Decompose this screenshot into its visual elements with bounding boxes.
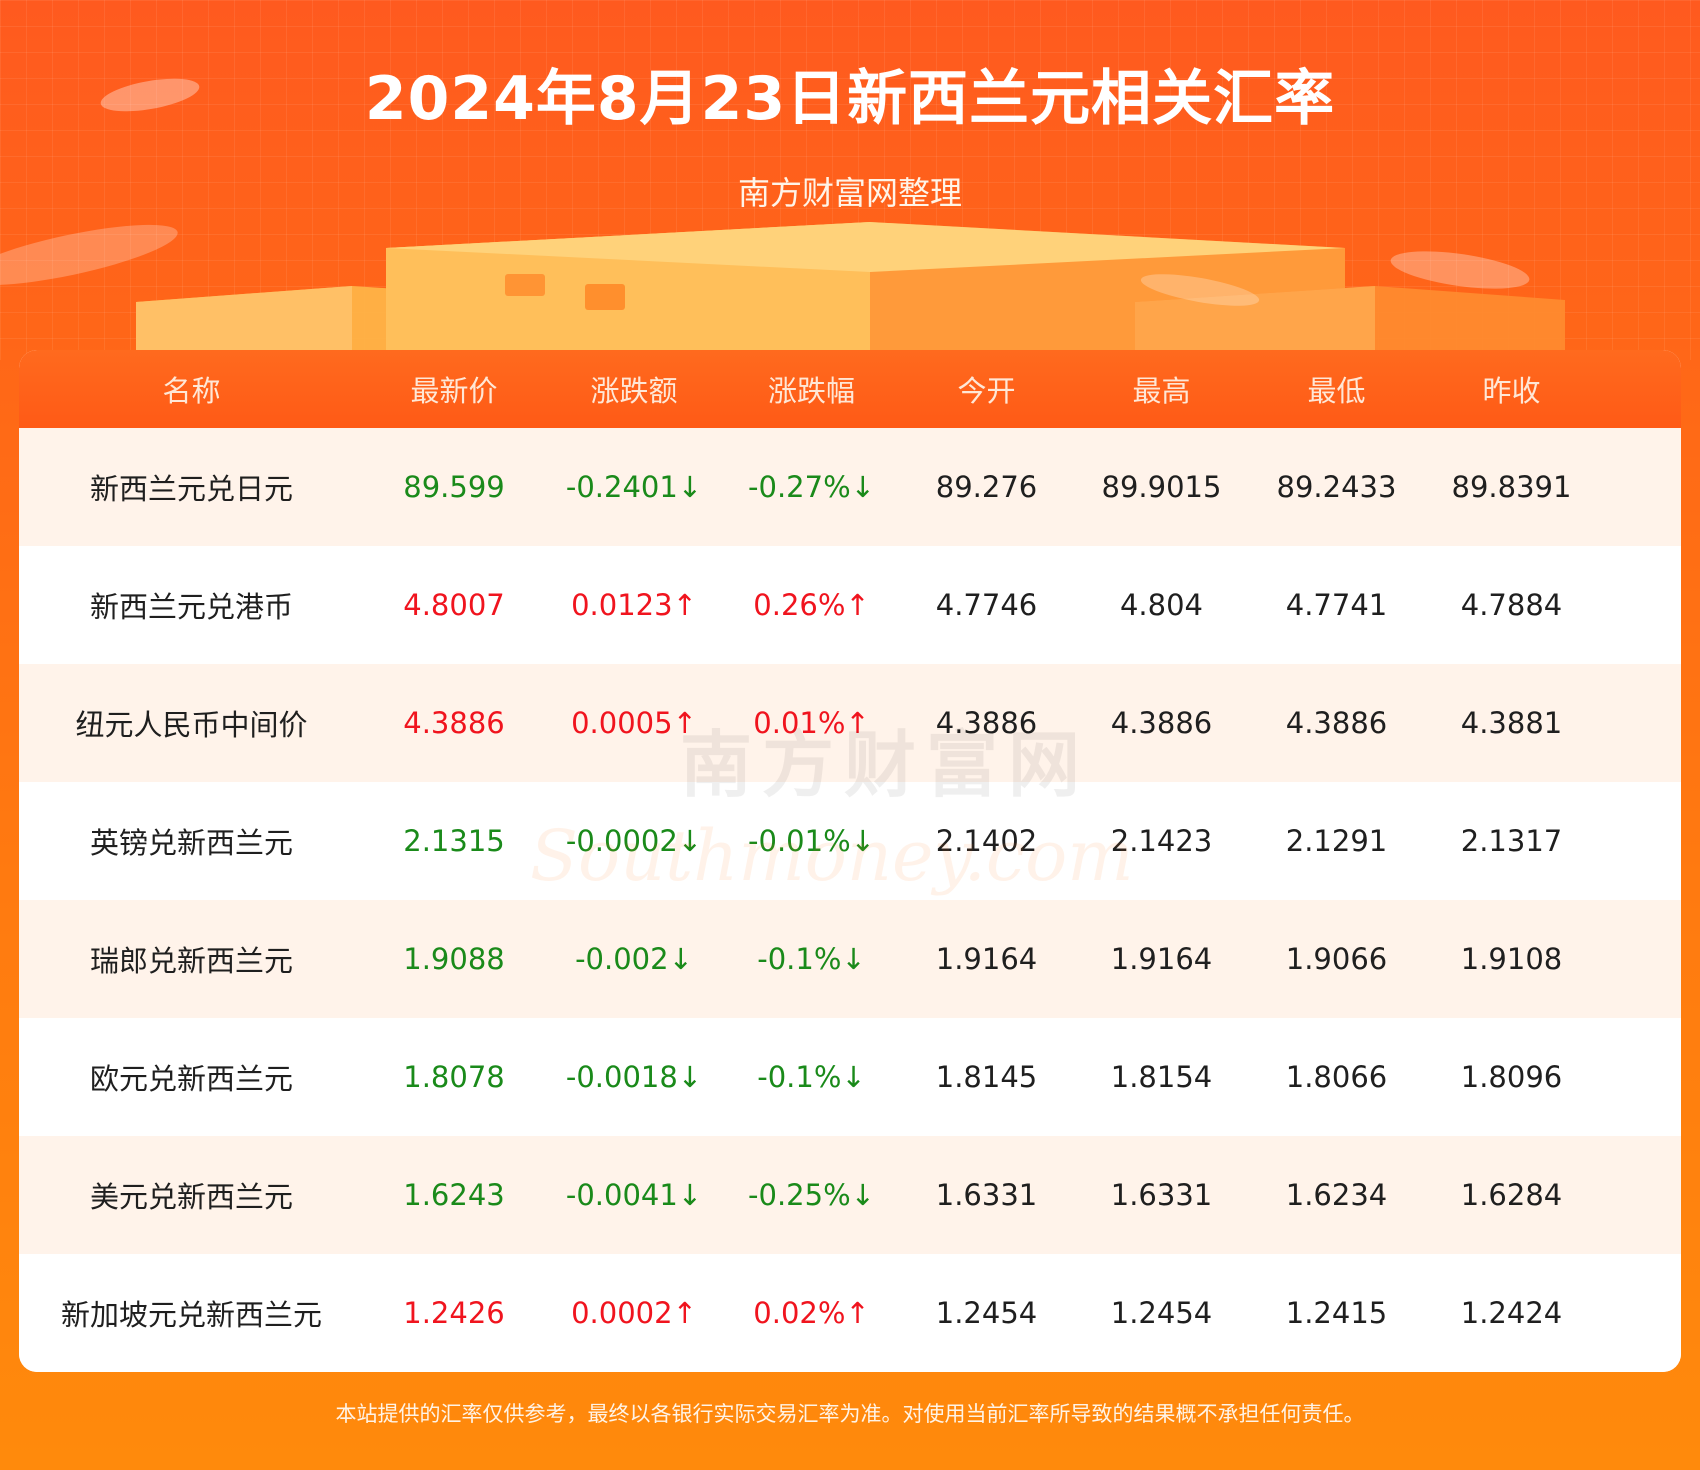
- row-prev: 2.1317: [1460, 824, 1563, 858]
- row-pct: -0.25%↓: [748, 1178, 875, 1212]
- table-row: 美元兑新西兰元 1.6243 -0.0041↓ -0.25%↓ 1.6331 1.6331…: [19, 1136, 1681, 1254]
- rates-table: 名称 最新价 涨跌额 涨跌幅 今开 最高 最低 昨收 新西兰元兑日元 89.599…: [19, 350, 1681, 1372]
- row-high: 4.804: [1119, 588, 1204, 622]
- column-header-high: 最高: [1132, 374, 1191, 408]
- row-prev: 4.7884: [1460, 588, 1563, 622]
- row-name: 新西兰元兑日元: [89, 472, 293, 506]
- row-latest: 1.9088: [403, 942, 505, 976]
- row-pct: -0.01%↓: [748, 824, 875, 858]
- row-change: -0.0018↓: [565, 1060, 703, 1094]
- table-row: 新加坡元兑新西兰元 1.2426 0.0002↑ 0.02%↑ 1.2454 1.2454…: [19, 1254, 1681, 1372]
- row-open: 2.1402: [935, 824, 1038, 858]
- row-open: 4.7746: [935, 588, 1038, 622]
- row-open: 1.9164: [935, 942, 1038, 976]
- row-prev: 1.2424: [1460, 1296, 1563, 1330]
- table-row: 新西兰元兑港币 4.8007 0.0123↑ 0.26%↑ 4.7746 4.804 4.7…: [19, 546, 1681, 664]
- row-name: 瑞郎兑新西兰元: [89, 944, 293, 978]
- row-open: 89.276: [935, 470, 1038, 504]
- column-header-pct: 涨跌幅: [767, 374, 855, 408]
- column-header-name: 名称: [162, 374, 221, 408]
- row-high: 2.1423: [1110, 824, 1213, 858]
- row-latest: 89.599: [403, 470, 505, 504]
- table-row: 新西兰元兑日元 89.599 -0.2401↓ -0.27%↓ 89.276 89.901…: [19, 428, 1681, 546]
- row-high: 1.8154: [1110, 1060, 1213, 1094]
- disclaimer-footer: 本站提供的汇率仅供参考，最终以各银行实际交易汇率为准。对使用当前汇率所导致的结果…: [335, 1402, 1365, 1426]
- row-low: 4.7741: [1285, 588, 1388, 622]
- row-low: 1.8066: [1285, 1060, 1388, 1094]
- background-illustration: [0, 78, 1565, 360]
- row-prev: 4.3881: [1460, 706, 1563, 740]
- row-pct: 0.26%↑: [753, 588, 870, 622]
- row-low: 1.9066: [1285, 942, 1388, 976]
- row-pct: -0.1%↓: [757, 942, 866, 976]
- row-change: -0.0041↓: [565, 1178, 703, 1212]
- row-latest: 1.8078: [403, 1060, 505, 1094]
- row-low: 4.3886: [1285, 706, 1388, 740]
- column-header-prev: 昨收: [1482, 374, 1541, 408]
- row-name: 欧元兑新西兰元: [89, 1062, 293, 1096]
- column-header-low: 最低: [1307, 374, 1366, 408]
- row-latest: 4.3886: [403, 706, 505, 740]
- row-name: 新西兰元兑港币: [89, 590, 293, 624]
- row-low: 89.2433: [1276, 470, 1397, 504]
- row-low: 1.6234: [1285, 1178, 1388, 1212]
- page-subtitle: 南方财富网整理: [737, 174, 962, 212]
- row-high: 1.2454: [1110, 1296, 1213, 1330]
- row-pct: -0.27%↓: [748, 470, 875, 504]
- row-change: -0.0002↓: [565, 824, 703, 858]
- table-row: 欧元兑新西兰元 1.8078 -0.0018↓ -0.1%↓ 1.8145 1.8154 1…: [19, 1018, 1681, 1136]
- row-open: 1.2454: [935, 1296, 1038, 1330]
- row-latest: 4.8007: [403, 588, 505, 622]
- row-high: 1.9164: [1110, 942, 1213, 976]
- row-latest: 1.6243: [403, 1178, 505, 1212]
- row-change: 0.0123↑: [571, 588, 697, 622]
- row-high: 4.3886: [1110, 706, 1213, 740]
- row-prev: 1.9108: [1460, 942, 1563, 976]
- page-title: 2024年8月23日新西兰元相关汇率: [364, 64, 1336, 134]
- row-prev: 1.6284: [1460, 1178, 1563, 1212]
- table-body: 新西兰元兑日元 89.599 -0.2401↓ -0.27%↓ 89.276 89.901…: [19, 428, 1681, 1372]
- row-pct: 0.02%↑: [753, 1296, 870, 1330]
- row-prev: 1.8096: [1460, 1060, 1563, 1094]
- row-change: 0.0005↑: [571, 706, 697, 740]
- table-row: 瑞郎兑新西兰元 1.9088 -0.002↓ -0.1%↓ 1.9164 1.9164 1.…: [19, 900, 1681, 1018]
- column-header-change: 涨跌额: [590, 374, 678, 408]
- row-name: 英镑兑新西兰元: [89, 826, 293, 860]
- row-high: 89.9015: [1101, 470, 1222, 504]
- column-header-open: 今开: [957, 374, 1016, 408]
- table-row: 纽元人民币中间价 4.3886 0.0005↑ 0.01%↑ 4.3886 4.3886 4…: [19, 664, 1681, 782]
- row-change: -0.2401↓: [565, 470, 703, 504]
- row-change: -0.002↓: [575, 942, 693, 976]
- row-low: 2.1291: [1285, 824, 1388, 858]
- row-open: 1.8145: [935, 1060, 1038, 1094]
- row-pct: 0.01%↑: [753, 706, 870, 740]
- row-name: 美元兑新西兰元: [89, 1180, 293, 1214]
- row-high: 1.6331: [1110, 1178, 1213, 1212]
- row-open: 4.3886: [935, 706, 1038, 740]
- table-header: 名称 最新价 涨跌额 涨跌幅 今开 最高 最低 昨收: [19, 350, 1681, 428]
- row-pct: -0.1%↓: [757, 1060, 866, 1094]
- row-name: 纽元人民币中间价: [75, 708, 308, 742]
- row-open: 1.6331: [935, 1178, 1038, 1212]
- row-latest: 1.2426: [403, 1296, 505, 1330]
- row-low: 1.2415: [1285, 1296, 1388, 1330]
- table-row: 英镑兑新西兰元 2.1315 -0.0002↓ -0.01%↓ 2.1402 2.1423…: [19, 782, 1681, 900]
- row-name: 新加坡元兑新西兰元: [60, 1298, 322, 1332]
- row-prev: 89.8391: [1451, 470, 1572, 504]
- row-latest: 2.1315: [403, 824, 505, 858]
- column-header-latest: 最新价: [410, 374, 498, 408]
- row-change: 0.0002↑: [571, 1296, 697, 1330]
